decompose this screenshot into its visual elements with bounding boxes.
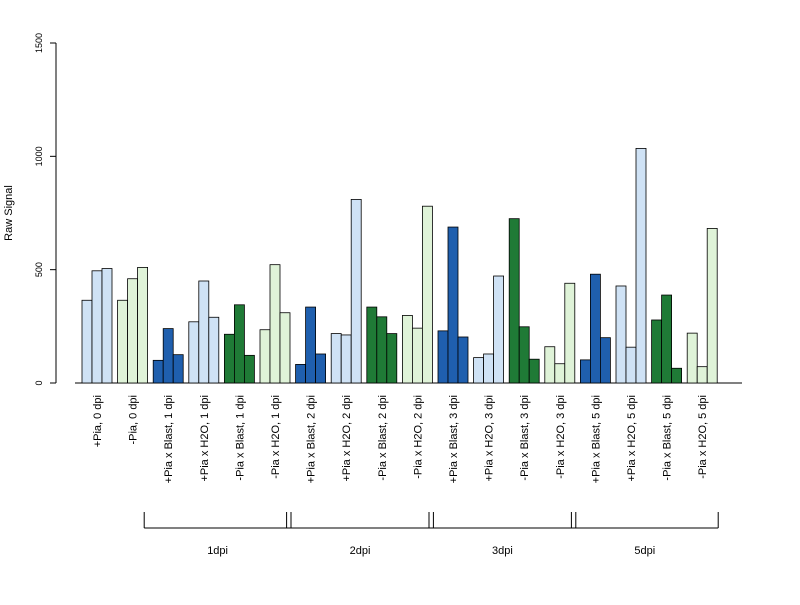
x-category-label: -Pia x Blast, 5 dpi — [662, 395, 674, 481]
bar — [706, 228, 718, 384]
bar — [330, 333, 342, 384]
y-axis-title: Raw Signal — [3, 185, 15, 241]
x-category-label: +Pia x H2O, 5 dpi — [626, 395, 638, 482]
bar — [518, 326, 530, 384]
y-tick-label: 1000 — [34, 146, 44, 166]
bar — [305, 306, 317, 384]
group-label: 5dpi — [634, 545, 655, 557]
bar — [162, 328, 174, 384]
x-category-label: +Pia x H2O, 3 dpi — [484, 395, 496, 482]
bar — [243, 354, 255, 384]
bar — [340, 334, 352, 384]
bar — [651, 319, 662, 384]
bar — [152, 359, 164, 384]
bar — [508, 218, 520, 384]
y-tick-label: 0 — [34, 380, 44, 385]
bar — [473, 357, 485, 384]
group-label: 2dpi — [350, 545, 371, 557]
bar — [350, 198, 362, 384]
bar — [401, 315, 413, 384]
bar — [615, 285, 627, 384]
bar — [208, 316, 220, 384]
bar — [554, 363, 566, 384]
bar — [386, 333, 398, 384]
x-category-label: -Pia x H2O, 5 dpi — [697, 395, 709, 479]
x-category-label: +Pia, 0 dpi — [92, 395, 104, 447]
group-label: 3dpi — [492, 545, 513, 557]
bar — [269, 264, 281, 384]
x-category-label: -Pia x Blast, 2 dpi — [377, 395, 389, 481]
bar — [279, 312, 291, 384]
bar — [580, 359, 591, 384]
bar — [671, 367, 682, 384]
x-category-label: +Pia x Blast, 1 dpi — [163, 395, 175, 483]
x-category-label: -Pia x H2O, 3 dpi — [555, 395, 567, 479]
bar — [117, 299, 128, 384]
y-tick-label: 1500 — [34, 33, 44, 53]
group-label: 1dpi — [207, 545, 228, 557]
bar — [137, 266, 149, 384]
bar — [686, 332, 698, 384]
bar — [172, 354, 184, 384]
bar — [457, 336, 469, 384]
bar — [411, 327, 423, 384]
bar — [661, 294, 672, 384]
bar — [493, 275, 505, 384]
bar — [437, 330, 449, 384]
bar — [635, 147, 647, 384]
bar — [483, 353, 495, 384]
x-category-label: +Pia x H2O, 2 dpi — [341, 395, 353, 482]
x-category-label: +Pia x H2O, 1 dpi — [199, 395, 211, 482]
bar — [447, 226, 459, 384]
x-category-label: -Pia x Blast, 3 dpi — [519, 395, 531, 481]
bar — [564, 282, 576, 384]
bar — [600, 337, 611, 384]
bar — [91, 270, 103, 384]
x-category-label: -Pia x H2O, 1 dpi — [270, 395, 282, 479]
bar — [101, 268, 113, 384]
bar — [421, 205, 433, 384]
bar — [127, 278, 138, 384]
bar — [81, 299, 93, 384]
x-category-label: -Pia, 0 dpi — [128, 395, 140, 445]
bar — [315, 353, 327, 384]
bar — [625, 346, 637, 384]
bar — [590, 273, 601, 384]
bar — [544, 346, 556, 384]
bar — [366, 306, 378, 384]
bar — [188, 321, 200, 384]
y-tick-label: 500 — [34, 262, 44, 277]
x-category-label: +Pia x Blast, 5 dpi — [590, 395, 602, 483]
bar — [198, 280, 210, 384]
x-category-label: -Pia x H2O, 2 dpi — [412, 395, 424, 479]
x-category-label: +Pia x Blast, 3 dpi — [448, 395, 460, 483]
bar — [376, 316, 388, 384]
x-category-label: -Pia x Blast, 1 dpi — [234, 395, 246, 481]
bar — [528, 358, 540, 384]
bar — [295, 364, 307, 384]
bar — [223, 333, 235, 384]
bar — [696, 366, 708, 384]
x-category-label: +Pia x Blast, 2 dpi — [306, 395, 318, 483]
bar — [259, 329, 271, 384]
bar — [233, 304, 245, 384]
